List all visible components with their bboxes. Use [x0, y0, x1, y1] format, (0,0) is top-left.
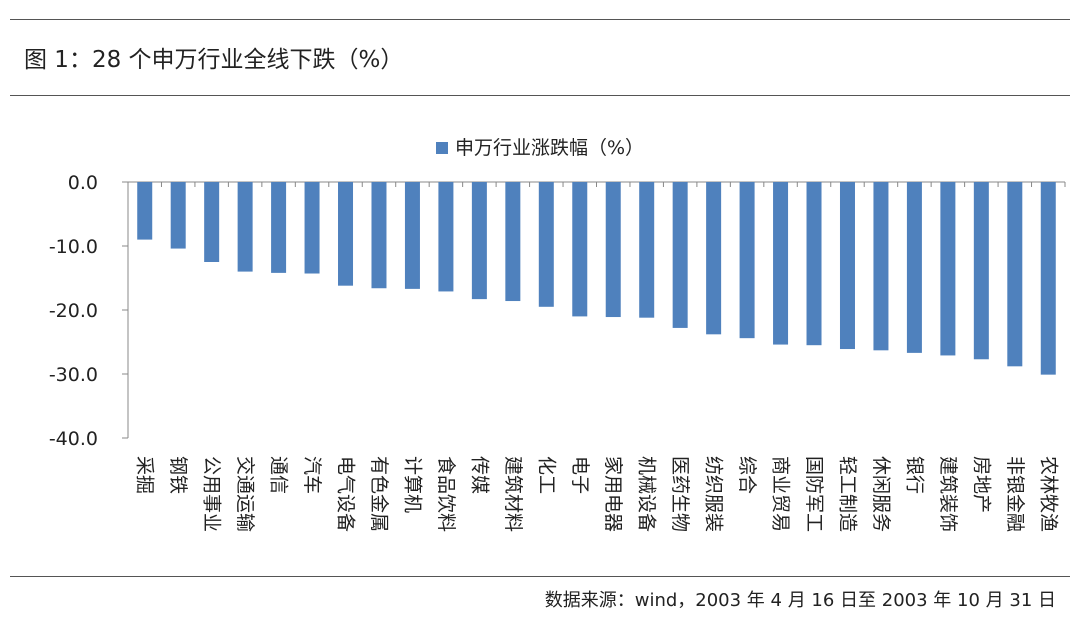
- bar: [471, 182, 487, 300]
- title-rule: [10, 95, 1070, 96]
- y-tick-label: -30.0: [49, 364, 98, 386]
- x-tick-label: 计算机: [401, 456, 423, 513]
- x-tick-label: 非银金融: [1004, 456, 1026, 532]
- x-tick-label: 传媒: [468, 456, 490, 494]
- x-tick-label: 商业贸易: [770, 456, 792, 532]
- x-tick-label: 电气设备: [335, 456, 357, 532]
- x-tick-label: 交通运输: [234, 456, 256, 532]
- legend-swatch: [436, 142, 448, 154]
- x-tick-label: 农林牧渔: [1037, 456, 1059, 532]
- bar: [672, 182, 688, 328]
- x-tick-label: 休闲服务: [870, 456, 892, 532]
- legend-label: 申万行业涨跌幅（%）: [455, 137, 644, 159]
- bar: [806, 182, 822, 346]
- bar: [371, 182, 387, 289]
- bar: [706, 182, 722, 335]
- x-tick-label: 轻工制造: [836, 456, 858, 532]
- x-tick-label: 建筑装饰: [937, 456, 959, 532]
- chart-legend: 申万行业涨跌幅（%）: [436, 137, 644, 159]
- x-tick-label: 建筑材料: [502, 456, 524, 532]
- bar: [170, 182, 186, 249]
- bar-chart: 申万行业涨跌幅（%） 0.0 -10.0 -20.0 -30.0 -40.0 采掘 钢铁公…: [49, 137, 1066, 532]
- bar: [572, 182, 588, 317]
- bottom-rule: [10, 576, 1070, 577]
- x-axis-labels: 采掘 钢铁 公用事业 交通运输 通信 汽车 电气设备 有色金属 计算机 食品饮料 传媒 建筑材料 化工电…: [134, 456, 1060, 532]
- bar: [271, 182, 287, 273]
- bar: [605, 182, 621, 318]
- bar: [137, 182, 153, 240]
- bar: [338, 182, 354, 286]
- x-tick-label: 机械设备: [636, 456, 658, 532]
- x-tick-label: 综合: [736, 456, 758, 494]
- bar: [639, 182, 655, 318]
- bar: [1007, 182, 1023, 367]
- bar-series: [137, 182, 1056, 375]
- bar: [1040, 182, 1056, 375]
- bar: [505, 182, 521, 302]
- y-tick-label: 0.0: [68, 172, 98, 194]
- bar: [839, 182, 855, 350]
- x-tick-label: 医药生物: [669, 456, 691, 532]
- bar: [204, 182, 220, 262]
- bar: [906, 182, 922, 353]
- bar: [404, 182, 420, 289]
- x-tick-label: 家用电器: [602, 456, 624, 532]
- bar: [304, 182, 320, 274]
- bar: [973, 182, 989, 360]
- bar: [873, 182, 889, 351]
- y-tick-label: -10.0: [49, 236, 98, 258]
- bar: [940, 182, 956, 356]
- x-tick-label: 食品饮料: [435, 456, 457, 532]
- x-tick-label: 通信: [268, 456, 290, 494]
- x-tick-label: 银行: [903, 456, 925, 494]
- source-note: 数据来源：wind，2003 年 4 月 16 日至 2003 年 10 月 3…: [544, 590, 1056, 611]
- x-tick-label: 电子: [569, 456, 591, 494]
- bar: [237, 182, 253, 272]
- bar: [538, 182, 554, 307]
- y-tick-label: -20.0: [49, 300, 98, 322]
- bar: [739, 182, 755, 339]
- figure-title: 图 1：28 个申万行业全线下跌（%）: [24, 47, 404, 73]
- x-tick-label: 公用事业: [201, 456, 223, 532]
- x-tick-label: 化工: [535, 456, 557, 494]
- y-tick-label: -40.0: [49, 428, 98, 450]
- x-tick-label: 纺织服装: [703, 456, 725, 532]
- x-tick-label: 采掘: [134, 456, 156, 494]
- x-tick-label: 房地产: [970, 456, 992, 513]
- x-tick-label: 汽车: [301, 456, 323, 494]
- x-tick-label: 国防军工: [803, 456, 825, 532]
- bar: [773, 182, 789, 345]
- x-tick-label: 钢铁: [167, 456, 189, 494]
- bar: [438, 182, 454, 292]
- top-rule: [10, 19, 1070, 20]
- x-tick-label: 有色金属: [368, 456, 390, 532]
